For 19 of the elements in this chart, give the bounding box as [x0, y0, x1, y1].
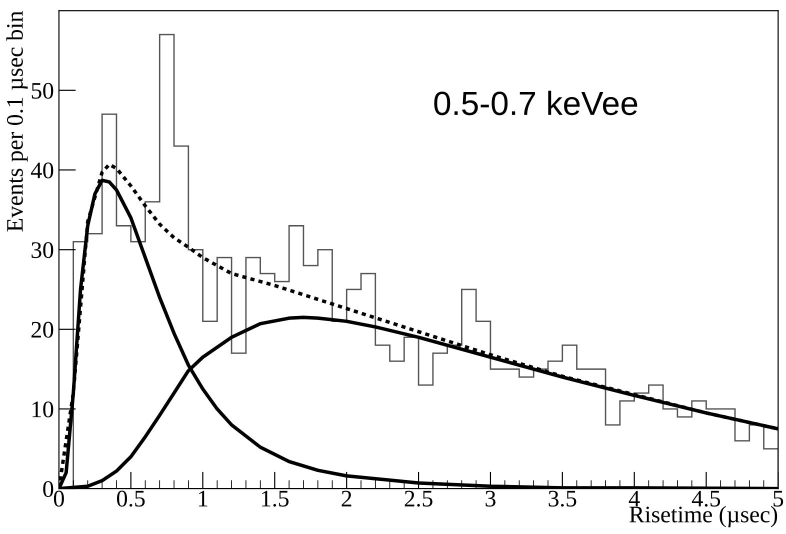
x-tick-label: 0 — [54, 490, 64, 507]
x-tick-label: 1.5 — [262, 490, 289, 507]
y-tick-label: 30 — [32, 242, 54, 258]
x-tick-label: 4.5 — [692, 490, 720, 507]
y-axis-title: Events per 0.1 µsec bin — [6, 11, 28, 232]
x-tick-label: 3.5 — [548, 490, 576, 507]
y-tick-label: 50 — [32, 82, 54, 99]
x-tick-label: 3 — [486, 490, 496, 507]
y-tick-label: 10 — [32, 401, 54, 418]
y-tick-label: 40 — [30, 162, 54, 178]
x-tick-label: 0.5 — [117, 490, 145, 507]
x-tick-label: 5 — [774, 490, 784, 507]
x-axis-title: Risetime (µsec) — [629, 506, 778, 528]
annotation: 0.5-0.7 keVee — [434, 90, 638, 116]
x-tick-label: 4 — [628, 490, 640, 506]
y-tick-label: 20 — [32, 322, 54, 338]
x-tick-label: 1 — [198, 490, 208, 506]
x-tick-label: 2 — [342, 490, 352, 506]
x-tick-label: 2.5 — [404, 490, 432, 507]
